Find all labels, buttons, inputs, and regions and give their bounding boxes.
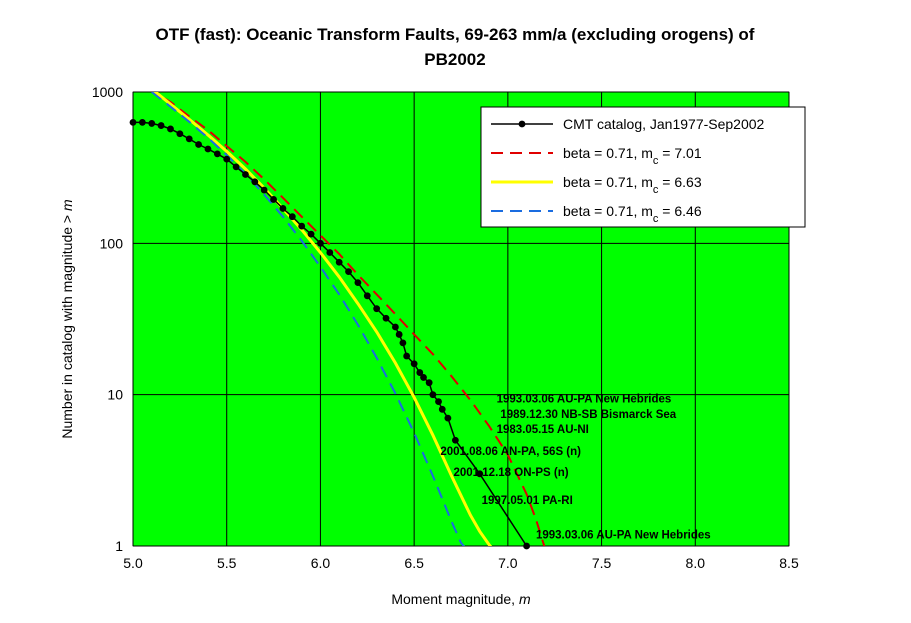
catalog-point — [395, 331, 403, 338]
x-tick-label: 8.5 — [779, 555, 799, 571]
series-line-2 — [153, 92, 493, 546]
catalog-point — [195, 141, 203, 148]
x-tick-label: 7.5 — [592, 555, 612, 571]
catalog-point — [476, 470, 484, 478]
catalog-point — [420, 374, 427, 381]
legend: CMT catalog, Jan1977-Sep2002 beta = 0.71,… — [480, 106, 806, 228]
legend-label-1: beta = 0.71, mc = 7.01 — [563, 145, 702, 167]
catalog-point — [438, 405, 446, 413]
catalog-point — [260, 186, 268, 194]
legend-box — [480, 106, 806, 228]
catalog-point — [251, 178, 259, 186]
catalog-point — [129, 118, 137, 126]
x-tick-label: 7.0 — [498, 555, 518, 571]
catalog-point — [167, 125, 174, 133]
catalog-point — [435, 398, 442, 405]
catalog-point — [410, 360, 418, 368]
y-tick-label: 10 — [107, 387, 123, 403]
catalog-point — [270, 196, 277, 203]
catalog-point — [288, 213, 296, 221]
y-tick-label: 1 — [115, 538, 123, 554]
event-label: 1989.12.30 NB-SB Bismarck Sea — [500, 409, 676, 421]
catalog-point — [307, 230, 315, 238]
legend-label-0: CMT catalog, Jan1977-Sep2002 — [563, 116, 765, 132]
grid-lines — [132, 91, 790, 547]
x-tick-label: 8.0 — [686, 555, 706, 571]
x-tick-label: 5.5 — [217, 555, 237, 571]
event-annotations: 1993.03.06 AU-PA New Hebrides 1989.12.30 … — [440, 393, 710, 541]
catalog-point — [451, 436, 459, 444]
y-tick-label: 100 — [100, 235, 124, 251]
catalog-point — [242, 171, 249, 178]
catalog-point — [317, 239, 324, 247]
x-tick-label: 5.0 — [123, 555, 143, 571]
y-axis-label: Number in catalog with magnitude > m — [59, 199, 75, 439]
catalog-point — [373, 305, 381, 313]
catalog-point — [204, 145, 212, 153]
catalog-point — [392, 323, 399, 331]
catalog-point — [345, 268, 352, 276]
catalog-point — [363, 292, 371, 300]
catalog-point — [176, 130, 184, 138]
catalog-point — [429, 391, 437, 399]
legend-label-2: beta = 0.71, mc = 6.63 — [563, 174, 702, 196]
chart-title-line1: OTF (fast): Oceanic Transform Faults, 69… — [156, 25, 755, 44]
event-label: 1983.05.15 AU-NI — [497, 424, 589, 436]
catalog-point — [157, 122, 165, 129]
catalog-point — [279, 205, 287, 212]
x-tick-label: 6.5 — [404, 555, 424, 571]
catalog-point — [213, 150, 221, 158]
legend-label-3: beta = 0.71, mc = 6.46 — [563, 203, 702, 225]
catalog-point — [232, 163, 240, 171]
event-label: 2001.12.18 ON-PS (n) — [454, 467, 569, 479]
catalog-markers — [129, 118, 530, 550]
legend-marker — [518, 120, 526, 128]
x-tick-label: 6.0 — [311, 555, 331, 571]
catalog-point — [425, 379, 433, 387]
catalog-point — [298, 222, 306, 230]
catalog-point — [223, 155, 231, 163]
catalog-point — [326, 249, 334, 256]
axis-ticks: 5.0 5.5 6.0 6.5 7.0 7.5 8.0 8.5 1 10 100 1000 — [92, 84, 799, 571]
catalog-point — [138, 118, 146, 126]
catalog-point — [382, 314, 390, 322]
catalog-point — [444, 414, 452, 422]
x-axis-label: Moment magnitude, m — [391, 591, 531, 607]
catalog-point — [403, 352, 411, 360]
catalog-point — [354, 279, 362, 287]
chart-title-line2: PB2002 — [424, 50, 485, 69]
series-line-3 — [151, 92, 466, 546]
catalog-point — [148, 120, 156, 127]
catalog-point — [185, 135, 193, 143]
y-tick-label: 1000 — [92, 84, 123, 100]
event-label: 2001.08.06 AN-PA, 56S (n) — [440, 446, 581, 458]
event-label: 1997.05.01 PA-RI — [482, 495, 573, 507]
catalog-point — [523, 542, 530, 550]
catalog-point — [416, 369, 424, 376]
catalog-point — [335, 258, 343, 266]
event-label: 1993.03.06 AU-PA New Hebrides — [497, 393, 672, 405]
event-label: 1993.03.06 AU-PA New Hebrides — [536, 530, 711, 542]
catalog-point — [399, 339, 407, 347]
